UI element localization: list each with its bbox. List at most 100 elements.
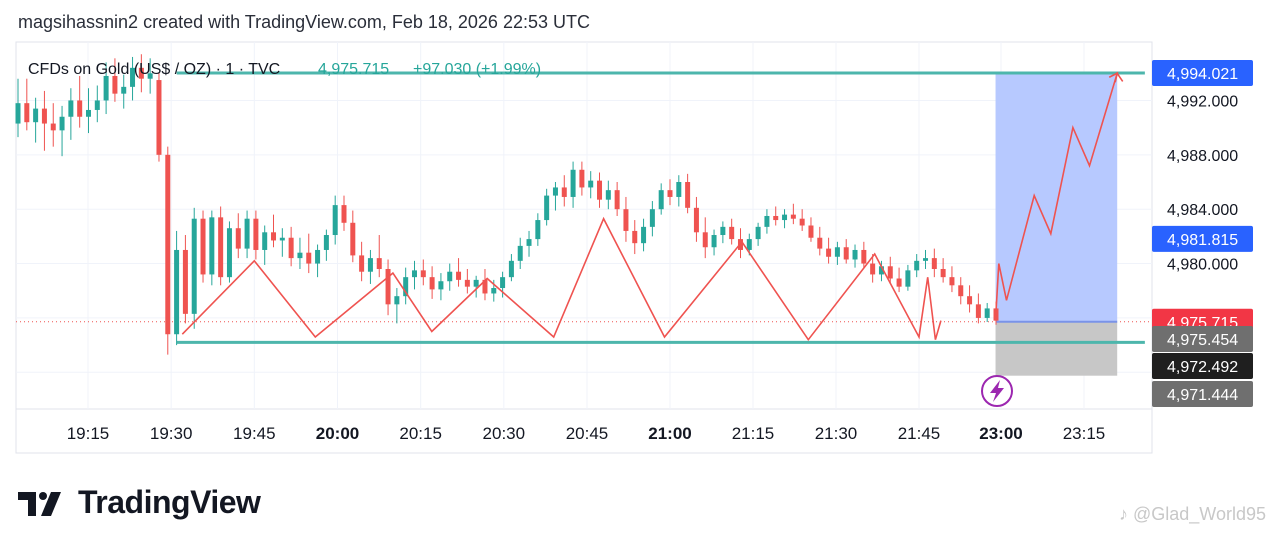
x-tick-label: 19:15 — [67, 424, 110, 443]
candle-body — [852, 249, 858, 260]
candle-body — [429, 277, 435, 290]
candle-body — [729, 226, 735, 240]
price-label-text: 4,981.815 — [1167, 232, 1238, 249]
projection-path[interactable] — [994, 71, 1124, 321]
candle-body — [77, 100, 83, 117]
tradingview-logo-text: TradingView — [78, 484, 261, 520]
price-label-gray[interactable] — [1152, 381, 1253, 407]
candle-body — [121, 86, 127, 94]
candle-body — [253, 218, 259, 250]
candle-body — [914, 260, 920, 271]
candle-body — [878, 266, 884, 275]
x-tick-label: 20:45 — [566, 424, 609, 443]
candle-body — [693, 207, 699, 233]
candle-body — [870, 263, 876, 275]
candle-body — [244, 218, 250, 249]
candle-body — [394, 296, 400, 305]
candle-body — [332, 205, 338, 236]
candle-body — [147, 73, 153, 79]
candle-body — [85, 109, 91, 117]
price-label-text: 4,972.492 — [1167, 359, 1238, 376]
candle-body — [438, 281, 444, 290]
candle-body — [235, 228, 241, 249]
candle-body — [59, 116, 65, 131]
candle-body — [958, 285, 964, 297]
candle-body — [359, 255, 365, 272]
candle-body — [905, 270, 911, 287]
candle-body — [130, 67, 136, 87]
candle-body — [15, 103, 21, 124]
candle-body — [526, 239, 532, 246]
x-tick-label: 20:00 — [316, 424, 359, 443]
candle-body — [297, 252, 303, 259]
candle-body — [782, 214, 788, 221]
candle-body — [834, 247, 840, 257]
stop-zone[interactable] — [995, 321, 1118, 376]
candle-body — [226, 228, 232, 278]
y-tick-label: 4,980.000 — [1167, 257, 1238, 274]
symbol-name: CFDs on Gold (US$ / OZ) · 1 · TVC — [28, 61, 280, 78]
price-label-gray[interactable] — [1152, 326, 1253, 352]
lightning-alert-icon[interactable] — [981, 375, 1013, 407]
candle-body — [464, 279, 470, 287]
candle-body — [843, 247, 849, 260]
candle-body — [923, 258, 929, 261]
candle-body — [552, 187, 558, 196]
candle-body — [473, 279, 479, 287]
y-tick-label: 4,988.000 — [1167, 148, 1238, 165]
chart-attribution: magsihassnin2 created with TradingView.c… — [18, 12, 590, 32]
candle-body — [967, 296, 973, 305]
candle-body — [535, 220, 541, 240]
candle-body — [579, 169, 585, 188]
tradingview-logo[interactable]: TradingView — [18, 484, 261, 521]
price-label-target[interactable] — [1152, 59, 1253, 86]
watermark: ♪ @Glad_World95 — [1119, 504, 1266, 525]
candle-body — [33, 108, 39, 123]
target-zone[interactable] — [995, 72, 1118, 322]
candle-body — [817, 237, 823, 249]
candle-body — [482, 279, 488, 294]
candle-body — [773, 215, 779, 221]
candle-body — [341, 205, 347, 223]
candle-body — [561, 187, 567, 197]
candle-body — [112, 75, 118, 94]
candle-body — [517, 245, 523, 261]
x-tick-label: 20:30 — [483, 424, 526, 443]
candle-body — [508, 260, 514, 278]
candle-body — [887, 266, 893, 279]
candle-body — [165, 154, 171, 335]
candle-body — [623, 209, 629, 231]
candle-body — [138, 67, 144, 79]
x-tick-label: 21:45 — [898, 424, 941, 443]
candle-body — [456, 271, 462, 280]
candle-body — [491, 288, 497, 294]
candle-body — [931, 258, 937, 269]
candle-body — [323, 235, 329, 250]
candle-body — [350, 222, 356, 256]
candle-body — [614, 190, 620, 210]
candle-body — [500, 277, 506, 289]
candle-body — [570, 169, 576, 197]
candle-body — [896, 278, 902, 287]
price-label-entry[interactable] — [1152, 225, 1253, 252]
price-label-dark[interactable] — [1152, 353, 1253, 379]
candle-body — [746, 239, 752, 250]
candle-body — [755, 226, 761, 240]
candle-body — [605, 190, 611, 200]
candle-body — [649, 209, 655, 227]
candle-body — [949, 277, 955, 286]
candle-body — [588, 180, 594, 188]
candle-body — [200, 218, 206, 275]
zigzag-path[interactable] — [181, 216, 942, 342]
y-tick-label: 4,992.000 — [1167, 93, 1238, 110]
watermark-icon: ♪ — [1118, 504, 1128, 524]
candle-body — [68, 100, 74, 117]
x-tick-label: 21:30 — [815, 424, 858, 443]
candle-body — [306, 252, 312, 264]
tradingview-logo-icon — [18, 491, 61, 516]
candle-body — [544, 195, 550, 221]
price-label-text: 4,971.444 — [1167, 387, 1238, 404]
y-tick-label: 4,984.000 — [1167, 202, 1238, 219]
candle-body — [420, 270, 426, 278]
